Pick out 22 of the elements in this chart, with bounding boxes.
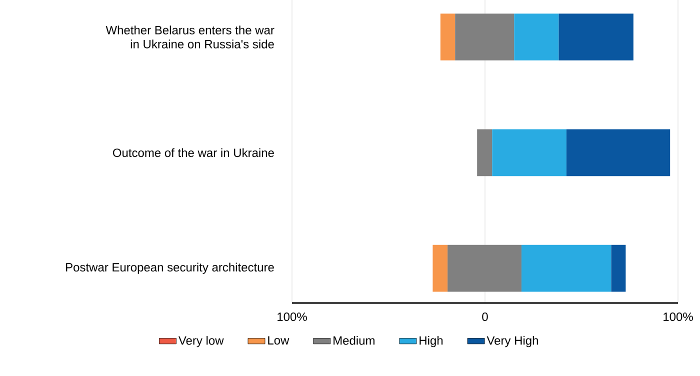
bar — [492, 129, 566, 176]
bar — [448, 244, 522, 292]
x-tick-label: 0 — [482, 312, 488, 322]
legend-label: Very low — [178, 336, 224, 348]
legend-label: Very High — [486, 336, 538, 348]
legend-label: High — [420, 336, 443, 348]
bar — [558, 14, 634, 60]
y-tick-label: Whether Belarus enters the war in Ukraine on Russia's side — [106, 26, 274, 48]
y-tick-label: Outcome of the war in Ukraine — [112, 148, 274, 158]
bar — [432, 244, 448, 292]
legend-label: Low — [268, 336, 290, 345]
bar — [477, 129, 492, 176]
bar — [521, 244, 612, 292]
y-tick-label: Postwar European security architecture — [66, 262, 274, 274]
bar — [514, 14, 559, 60]
x-tick-label: 100% — [664, 312, 693, 322]
legend-label: Medium — [334, 336, 374, 345]
bar — [611, 244, 626, 292]
bar — [566, 129, 670, 176]
bar — [455, 14, 514, 60]
bar — [440, 14, 456, 60]
x-tick-label: 100% — [278, 312, 307, 322]
